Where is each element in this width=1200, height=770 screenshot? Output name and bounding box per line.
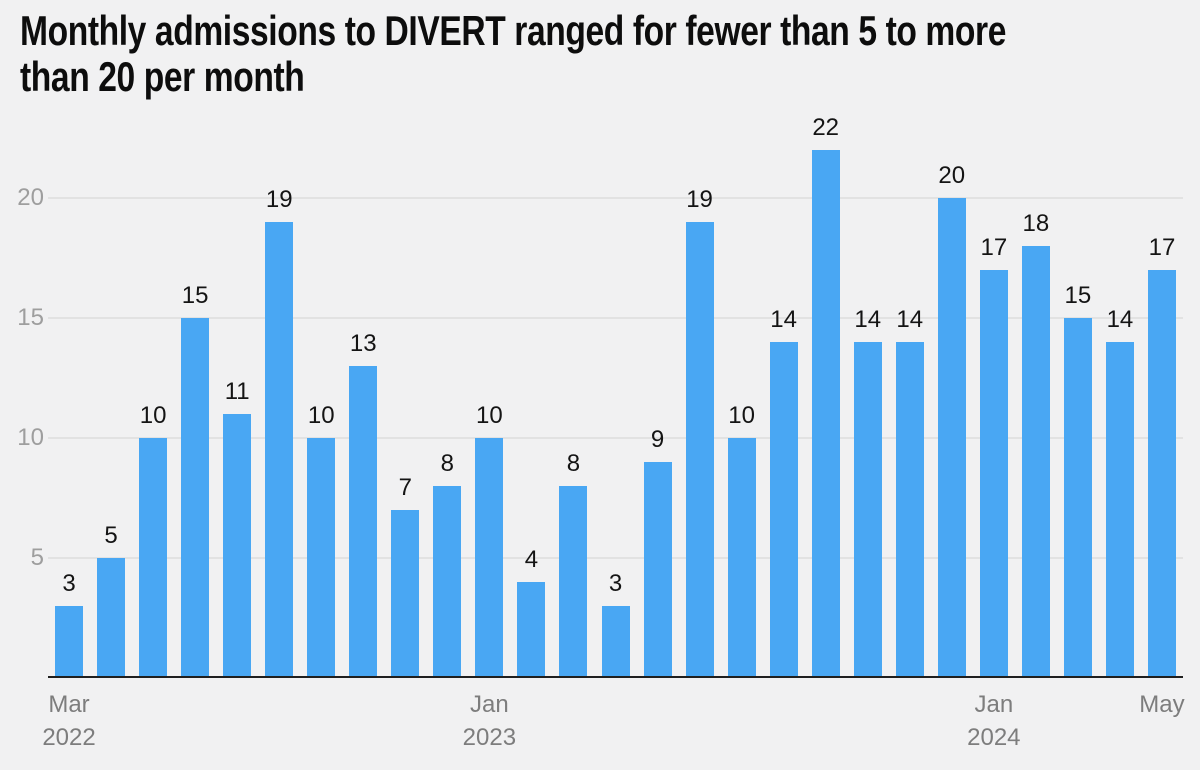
bar-dec-2023 [937,198,966,678]
value-label-mar-2024: 15 [1064,282,1092,309]
value-label-feb-2024: 18 [1022,210,1050,237]
bar-apr-2022 [97,558,126,678]
gridline-y-10 [48,437,1183,439]
value-label-feb-2023: 4 [524,546,539,573]
value-label-oct-2022: 13 [349,330,377,357]
bar-jul-2022 [223,414,252,678]
bar-jan-2023 [475,438,504,678]
y-tick-label-10: 10 [17,424,44,451]
value-label-jun-2023: 19 [686,186,713,213]
value-label-apr-2023: 3 [608,570,623,597]
bar-nov-2023 [895,342,924,678]
value-label-jan-2023: 10 [476,402,503,429]
value-label-nov-2023: 14 [896,306,924,333]
x-tick-label-may: May [1139,691,1185,718]
bar-feb-2023 [517,582,546,678]
value-label-jan-2024: 17 [980,234,1008,261]
bar-mar-2023 [559,486,588,678]
bar-dec-2022 [433,486,462,678]
x-tick-label-jan-2024: Jan 2024 [967,691,1021,751]
value-label-nov-2022: 7 [398,474,412,501]
bar-feb-2024 [1021,246,1050,678]
value-label-jul-2022: 11 [224,378,250,405]
y-tick-label-5: 5 [30,544,44,571]
gridline-y-15 [48,317,1183,319]
y-tick-label-15: 15 [17,304,44,331]
chart-title-line-1: Monthly admissions to DIVERT ranged for … [20,7,1006,54]
value-label-mar-2023: 8 [566,450,581,477]
bar-aug-2022 [265,222,294,678]
value-label-sep-2023: 22 [812,114,840,141]
value-label-may-2022: 10 [139,402,167,429]
bar-mar-2022 [55,606,84,678]
value-label-aug-2023: 14 [770,306,797,333]
value-label-aug-2022: 19 [265,186,293,213]
chart-title-line-2: than 20 per month [20,53,305,100]
bar-sep-2023 [811,150,840,678]
value-label-sep-2022: 10 [307,402,335,429]
bar-apr-2024 [1105,342,1134,678]
bar-oct-2022 [349,366,378,678]
value-label-oct-2023: 14 [854,306,882,333]
bar-nov-2022 [391,510,420,678]
value-label-jul-2023: 10 [728,402,755,429]
value-label-dec-2022: 8 [440,450,455,477]
bar-sep-2022 [307,438,336,678]
value-label-dec-2023: 20 [938,162,966,189]
bar-may-2023 [643,462,672,678]
bar-may-2022 [139,438,168,678]
value-label-apr-2022: 5 [104,522,118,549]
bar-jul-2023 [727,438,756,678]
bar-jun-2022 [181,318,210,678]
value-label-jun-2022: 15 [181,282,209,309]
bar-may-2024 [1147,270,1176,678]
bar-aug-2023 [769,342,798,678]
chart-title: Monthly admissions to DIVERT ranged for … [20,8,1188,100]
x-axis-line [48,676,1183,678]
value-label-may-2023: 9 [650,426,665,453]
gridline-y-20 [48,197,1183,199]
value-label-mar-2022: 3 [62,570,76,597]
value-label-may-2024: 17 [1148,234,1176,261]
y-tick-label-20: 20 [17,184,44,211]
gridline-y-5 [48,557,1183,559]
bar-jan-2024 [979,270,1008,678]
x-tick-label-jan-2023: Jan 2023 [462,691,517,751]
bar-apr-2023 [601,606,630,678]
x-tick-label-mar-2022: Mar 2022 [42,691,96,751]
bar-oct-2023 [853,342,882,678]
bar-jun-2023 [685,222,714,678]
bar-mar-2024 [1063,318,1092,678]
value-label-apr-2024: 14 [1106,306,1134,333]
